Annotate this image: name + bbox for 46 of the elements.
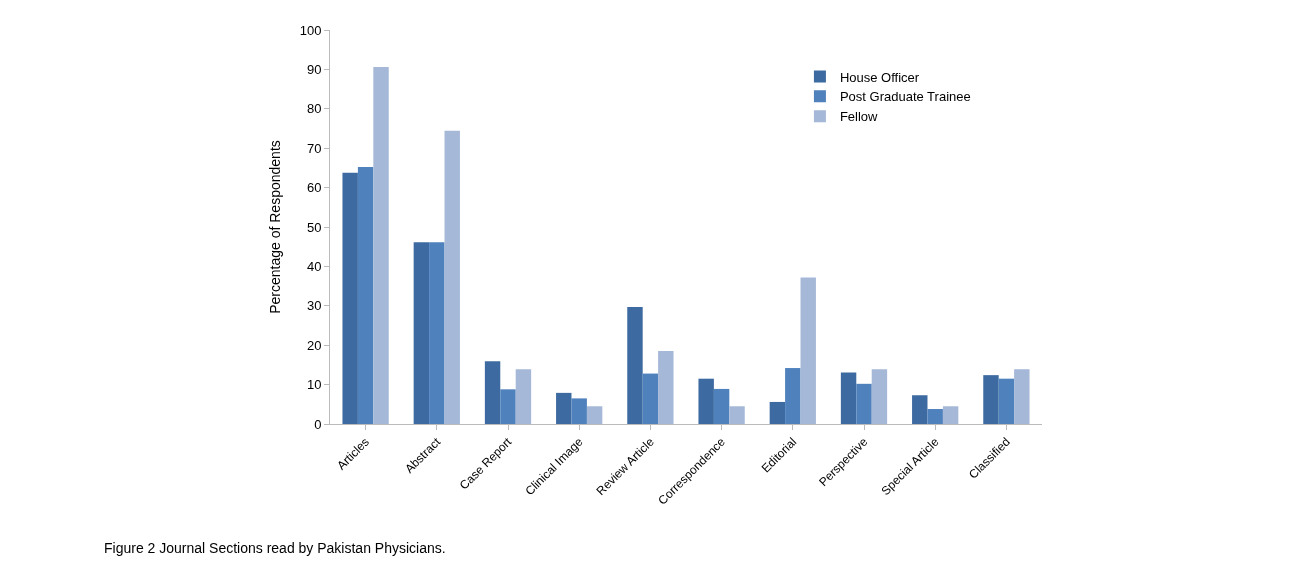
bar	[627, 306, 643, 424]
bar	[785, 368, 801, 424]
y-tick-label: 60	[306, 180, 322, 196]
y-tick-label: 100	[299, 22, 322, 38]
legend-label: Fellow	[839, 109, 879, 125]
bar	[998, 378, 1015, 424]
caption: Figure 2 Journal Sections read by Pakistan Physicians.	[104, 540, 446, 556]
y-tick-label: 30	[306, 298, 322, 314]
bar	[357, 167, 374, 424]
bar	[800, 277, 816, 424]
y-tick-label: 10	[306, 377, 322, 393]
bar	[556, 392, 572, 424]
y-tick-label: 0	[314, 416, 322, 432]
bar	[729, 406, 745, 424]
y-tick-label: 90	[306, 61, 322, 77]
legend-label: House Officer	[839, 69, 920, 85]
bar	[840, 372, 857, 424]
bar	[586, 406, 603, 424]
bar	[983, 375, 999, 424]
bar	[927, 409, 943, 424]
y-axis-title: Percentage of Respondents	[267, 140, 284, 314]
y-tick-label: 50	[306, 219, 322, 235]
bar	[698, 378, 714, 424]
bar	[658, 351, 674, 424]
bar	[515, 369, 532, 424]
bar	[713, 388, 730, 424]
bar	[769, 401, 786, 424]
bar	[571, 398, 587, 424]
legend-label: Post Graduate Trainee	[839, 89, 971, 105]
bar	[942, 406, 959, 424]
bar	[871, 369, 888, 424]
bar	[429, 242, 445, 424]
bar	[856, 383, 872, 424]
bar	[642, 373, 659, 424]
y-tick-label: 70	[306, 140, 322, 156]
y-tick-label: 20	[306, 337, 322, 353]
bar	[342, 172, 358, 424]
bar	[373, 67, 389, 424]
bar	[484, 361, 501, 424]
y-tick-label: 80	[306, 101, 322, 117]
bar	[912, 395, 928, 424]
bar	[444, 130, 460, 424]
bar	[413, 242, 430, 424]
bar	[1014, 369, 1030, 424]
y-tick-label: 40	[306, 258, 322, 274]
bar	[500, 389, 516, 424]
